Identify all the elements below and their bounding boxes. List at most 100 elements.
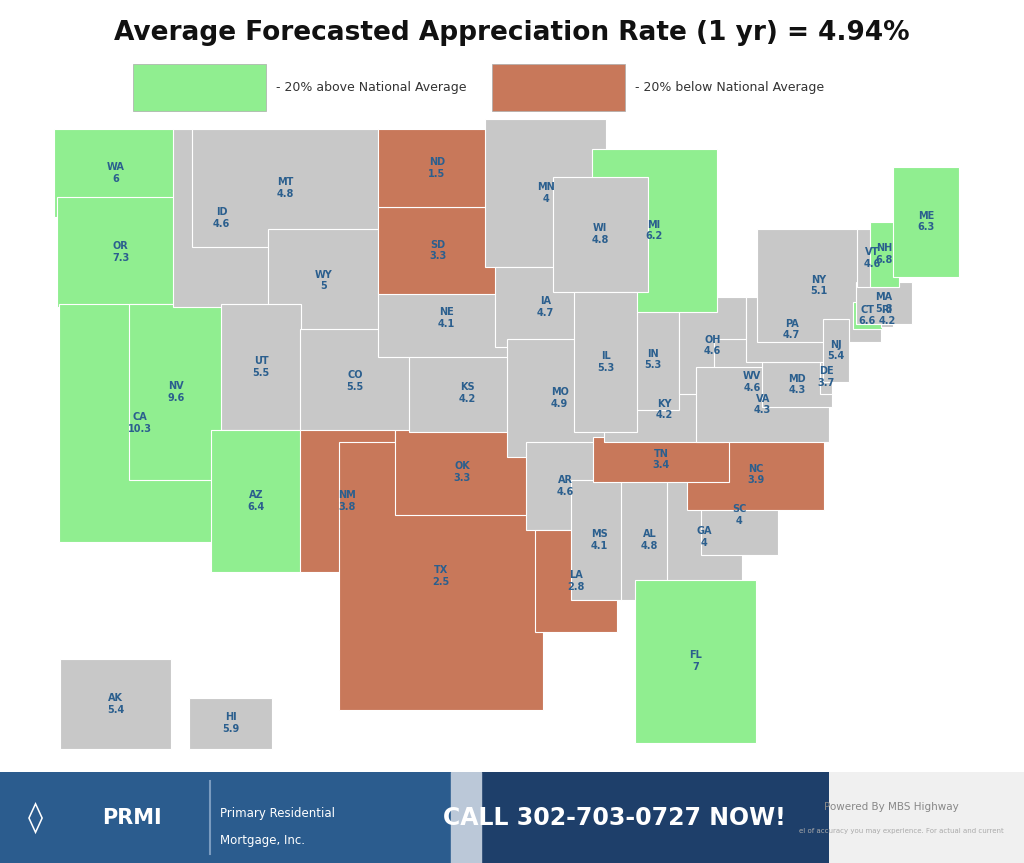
Bar (701, 475, 777, 555)
Bar (378, 280, 515, 357)
Bar (339, 442, 544, 710)
Bar (129, 305, 223, 480)
Bar (191, 129, 379, 247)
Bar (696, 367, 829, 442)
Text: FL
7: FL 7 (689, 651, 702, 672)
Bar (869, 222, 899, 287)
Text: MI
6.2: MI 6.2 (645, 220, 663, 242)
Text: ID
4.6: ID 4.6 (213, 207, 230, 229)
Text: KY
4.2: KY 4.2 (655, 399, 673, 420)
Text: UT
5.5: UT 5.5 (253, 356, 270, 378)
Bar (54, 129, 178, 217)
Bar (485, 119, 606, 267)
Text: WV
4.6: WV 4.6 (742, 371, 761, 393)
Text: TX
2.5: TX 2.5 (432, 565, 450, 587)
Bar (714, 339, 791, 425)
Text: ◊: ◊ (29, 802, 43, 834)
Bar (604, 377, 724, 442)
Text: IA
4.7: IA 4.7 (537, 296, 554, 318)
Text: NE
4.1: NE 4.1 (438, 307, 455, 329)
Bar (211, 430, 301, 572)
Bar (507, 339, 612, 457)
Text: MS
4.1: MS 4.1 (591, 529, 608, 551)
Bar (823, 319, 849, 382)
Bar (553, 177, 648, 292)
Bar (857, 230, 887, 287)
Text: HI
5.9: HI 5.9 (222, 712, 240, 734)
Bar (757, 230, 881, 342)
Bar (636, 580, 756, 742)
Text: IL
5.3: IL 5.3 (597, 351, 614, 373)
Text: AL
4.8: AL 4.8 (641, 529, 658, 551)
Text: OK
3.3: OK 3.3 (454, 462, 471, 483)
Bar (679, 297, 746, 394)
Text: NV
9.6: NV 9.6 (168, 381, 184, 403)
Bar (57, 197, 184, 307)
Bar (536, 530, 616, 633)
FancyBboxPatch shape (133, 64, 266, 110)
Text: LA
2.8: LA 2.8 (567, 570, 585, 592)
Bar (221, 305, 301, 430)
Bar (853, 302, 883, 330)
Text: WI
4.8: WI 4.8 (592, 224, 609, 245)
Text: NH
6.8: NH 6.8 (876, 243, 893, 265)
Text: ME
6.3: ME 6.3 (918, 211, 935, 232)
Text: CALL 302-703-0727 NOW!: CALL 302-703-0727 NOW! (443, 806, 785, 829)
Text: NM
3.8: NM 3.8 (338, 490, 356, 512)
Text: OH
4.6: OH 4.6 (705, 335, 721, 356)
Bar (622, 480, 678, 600)
Text: KS
4.2: KS 4.2 (459, 382, 476, 404)
Bar (173, 129, 270, 307)
Bar (378, 129, 497, 206)
Text: SD
3.3: SD 3.3 (429, 240, 446, 261)
Text: MT
4.8: MT 4.8 (276, 177, 294, 198)
Bar (60, 659, 171, 749)
Bar (59, 305, 221, 542)
Bar (829, 772, 1024, 863)
Text: Average Forecasted Appreciation Rate (1 yr) = 4.94%: Average Forecasted Appreciation Rate (1 … (115, 20, 909, 46)
Bar (893, 167, 958, 277)
Bar (592, 149, 717, 312)
Text: VA
4.3: VA 4.3 (754, 394, 771, 415)
Bar (451, 772, 829, 863)
Text: AK
5.4: AK 5.4 (108, 693, 124, 715)
Bar (526, 442, 604, 530)
Text: CT
6.6: CT 6.6 (859, 305, 876, 326)
Bar (571, 480, 628, 600)
Bar (268, 230, 379, 332)
Text: - 20% above National Average: - 20% above National Average (276, 81, 467, 94)
Bar (378, 206, 498, 294)
Text: - 20% below National Average: - 20% below National Average (635, 81, 824, 94)
Text: RI
4.2: RI 4.2 (879, 305, 896, 326)
Bar (395, 430, 529, 514)
Text: MA
5.8: MA 5.8 (876, 293, 893, 314)
Text: ND
1.5: ND 1.5 (428, 157, 445, 179)
Text: OR
7.3: OR 7.3 (112, 241, 129, 262)
Text: el of accuracy you may experience. For actual and current: el of accuracy you may experience. For a… (799, 828, 1004, 835)
Bar (856, 282, 912, 324)
Text: Powered By MBS Highway: Powered By MBS Highway (823, 802, 958, 812)
Text: CO
5.5: CO 5.5 (346, 370, 364, 392)
Text: WY
5: WY 5 (315, 270, 333, 292)
Text: DE
3.7: DE 3.7 (817, 366, 835, 387)
Bar (762, 362, 833, 407)
Bar (628, 309, 679, 410)
Text: Primary Residential: Primary Residential (220, 807, 335, 820)
Text: IN
5.3: IN 5.3 (645, 349, 662, 370)
Text: PA
4.7: PA 4.7 (783, 318, 800, 340)
Text: Mortgage, Inc.: Mortgage, Inc. (220, 834, 305, 847)
Text: TN
3.4: TN 3.4 (652, 449, 670, 470)
Bar (593, 437, 729, 482)
Bar (574, 292, 637, 432)
Bar (409, 355, 526, 432)
Text: VT
4.6: VT 4.6 (863, 247, 881, 268)
Text: AR
4.6: AR 4.6 (556, 476, 573, 497)
Bar (495, 267, 596, 347)
Text: AZ
6.4: AZ 6.4 (247, 490, 264, 512)
Text: PRMI: PRMI (102, 808, 162, 828)
Text: SC
4: SC 4 (732, 504, 746, 526)
Bar (881, 305, 893, 327)
Text: NY
5.1: NY 5.1 (810, 274, 827, 296)
FancyBboxPatch shape (492, 64, 625, 110)
Bar (300, 430, 395, 572)
